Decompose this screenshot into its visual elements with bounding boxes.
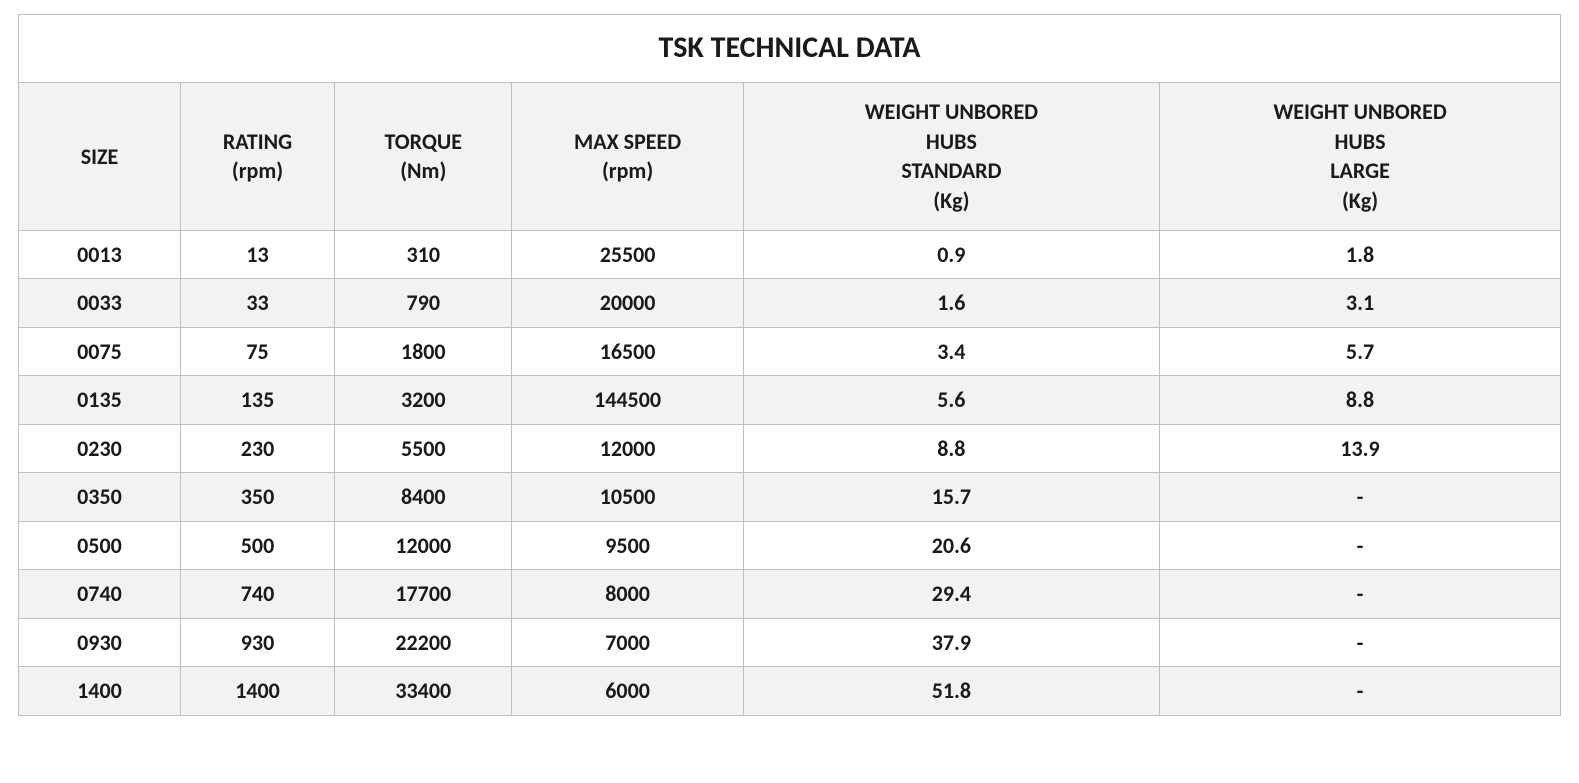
cell-wt_lrg: 8.8: [1160, 376, 1561, 425]
cell-size: 0350: [19, 473, 181, 522]
header-row: SIZERATING(rpm)TORQUE(Nm)MAX SPEED(rpm)W…: [19, 83, 1561, 231]
column-header-line: SIZE: [81, 143, 119, 170]
cell-size: 0230: [19, 424, 181, 473]
cell-maxspeed: 9500: [512, 521, 743, 570]
cell-size: 0500: [19, 521, 181, 570]
cell-torque: 17700: [335, 570, 512, 619]
cell-torque: 8400: [335, 473, 512, 522]
cell-size: 1400: [19, 667, 181, 716]
column-header-line: (rpm): [232, 157, 283, 184]
table-row: 074074017700800029.4-: [19, 570, 1561, 619]
cell-rating: 135: [180, 376, 334, 425]
cell-rating: 740: [180, 570, 334, 619]
column-header-line: MAX SPEED: [574, 128, 681, 155]
cell-wt_lrg: -: [1160, 618, 1561, 667]
cell-wt_std: 37.9: [743, 618, 1159, 667]
cell-wt_lrg: 5.7: [1160, 327, 1561, 376]
column-header-line: WEIGHT UNBORED: [865, 98, 1038, 125]
cell-wt_lrg: -: [1160, 473, 1561, 522]
table-title: TSK TECHNICAL DATA: [19, 15, 1561, 83]
cell-torque: 5500: [335, 424, 512, 473]
column-header-line: (Kg): [1342, 187, 1378, 214]
cell-torque: 22200: [335, 618, 512, 667]
table-row: 0075751800165003.45.7: [19, 327, 1561, 376]
table-head: TSK TECHNICAL DATA SIZERATING(rpm)TORQUE…: [19, 15, 1561, 231]
cell-maxspeed: 12000: [512, 424, 743, 473]
title-row: TSK TECHNICAL DATA: [19, 15, 1561, 83]
page-root: TSK TECHNICAL DATA SIZERATING(rpm)TORQUE…: [0, 0, 1579, 730]
cell-rating: 13: [180, 230, 334, 279]
cell-maxspeed: 7000: [512, 618, 743, 667]
cell-torque: 33400: [335, 667, 512, 716]
column-header-line: (Nm): [400, 157, 446, 184]
cell-maxspeed: 6000: [512, 667, 743, 716]
column-header-line: HUBS: [926, 128, 977, 155]
cell-wt_lrg: 1.8: [1160, 230, 1561, 279]
cell-wt_lrg: -: [1160, 667, 1561, 716]
column-header-line: TORQUE: [384, 128, 462, 155]
table-row: 093093022200700037.9-: [19, 618, 1561, 667]
cell-rating: 33: [180, 279, 334, 328]
cell-maxspeed: 16500: [512, 327, 743, 376]
table-row: 050050012000950020.6-: [19, 521, 1561, 570]
cell-torque: 12000: [335, 521, 512, 570]
table-row: 001313310255000.91.8: [19, 230, 1561, 279]
column-header-wt_lrg: WEIGHT UNBORED HUBSLARGE (Kg): [1160, 83, 1561, 231]
cell-size: 0013: [19, 230, 181, 279]
column-header-line: RATING: [223, 128, 292, 155]
cell-wt_lrg: -: [1160, 521, 1561, 570]
cell-size: 0033: [19, 279, 181, 328]
cell-size: 0740: [19, 570, 181, 619]
column-header-line: WEIGHT UNBORED: [1273, 98, 1446, 125]
cell-maxspeed: 25500: [512, 230, 743, 279]
cell-size: 0135: [19, 376, 181, 425]
cell-maxspeed: 10500: [512, 473, 743, 522]
column-header-line: (rpm): [602, 157, 653, 184]
column-header-line: (Kg): [933, 187, 969, 214]
cell-wt_std: 8.8: [743, 424, 1159, 473]
cell-wt_std: 51.8: [743, 667, 1159, 716]
cell-wt_std: 29.4: [743, 570, 1159, 619]
cell-wt_lrg: 13.9: [1160, 424, 1561, 473]
cell-wt_std: 3.4: [743, 327, 1159, 376]
column-header-maxspeed: MAX SPEED(rpm): [512, 83, 743, 231]
cell-size: 0075: [19, 327, 181, 376]
cell-rating: 230: [180, 424, 334, 473]
table-row: 1400140033400600051.8-: [19, 667, 1561, 716]
cell-wt_lrg: -: [1160, 570, 1561, 619]
table-row: 02302305500120008.813.9: [19, 424, 1561, 473]
cell-wt_lrg: 3.1: [1160, 279, 1561, 328]
cell-wt_std: 0.9: [743, 230, 1159, 279]
cell-maxspeed: 20000: [512, 279, 743, 328]
column-header-size: SIZE: [19, 83, 181, 231]
cell-torque: 790: [335, 279, 512, 328]
cell-maxspeed: 8000: [512, 570, 743, 619]
cell-maxspeed: 144500: [512, 376, 743, 425]
column-header-rating: RATING(rpm): [180, 83, 334, 231]
cell-wt_std: 15.7: [743, 473, 1159, 522]
table-row: 013513532001445005.68.8: [19, 376, 1561, 425]
column-header-wt_std: WEIGHT UNBORED HUBSSTANDARD (Kg): [743, 83, 1159, 231]
cell-wt_std: 5.6: [743, 376, 1159, 425]
table-row: 003333790200001.63.1: [19, 279, 1561, 328]
cell-size: 0930: [19, 618, 181, 667]
cell-torque: 3200: [335, 376, 512, 425]
cell-torque: 310: [335, 230, 512, 279]
cell-rating: 930: [180, 618, 334, 667]
cell-rating: 500: [180, 521, 334, 570]
cell-torque: 1800: [335, 327, 512, 376]
tsk-technical-data-table: TSK TECHNICAL DATA SIZERATING(rpm)TORQUE…: [18, 14, 1561, 716]
column-header-line: HUBS: [1335, 128, 1386, 155]
table-row: 035035084001050015.7-: [19, 473, 1561, 522]
cell-wt_std: 1.6: [743, 279, 1159, 328]
column-header-torque: TORQUE(Nm): [335, 83, 512, 231]
column-header-line: STANDARD: [901, 157, 1001, 184]
cell-rating: 350: [180, 473, 334, 522]
table-body: 001313310255000.91.8003333790200001.63.1…: [19, 230, 1561, 715]
cell-wt_std: 20.6: [743, 521, 1159, 570]
column-header-line: LARGE: [1330, 157, 1390, 184]
cell-rating: 75: [180, 327, 334, 376]
cell-rating: 1400: [180, 667, 334, 716]
